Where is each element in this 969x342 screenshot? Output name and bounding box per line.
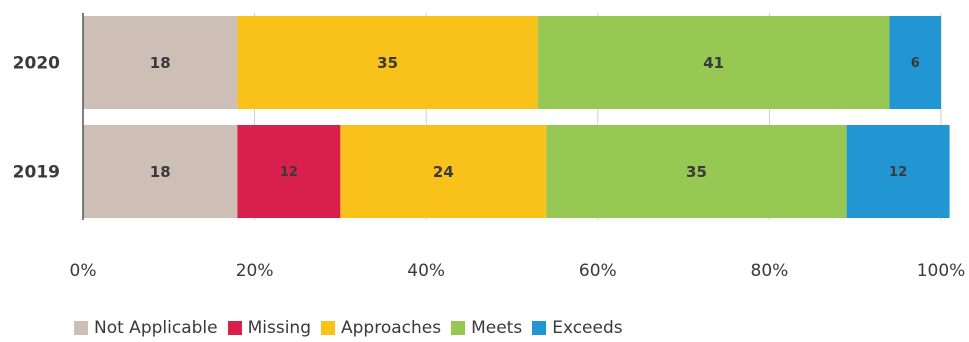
legend-label: Not Applicable	[94, 318, 218, 338]
x-tick-label: 60%	[579, 261, 617, 281]
legend-label: Approaches	[341, 318, 442, 338]
bar-segment	[237, 16, 538, 109]
data-label: 41	[703, 54, 724, 72]
x-tick-label: 40%	[407, 261, 445, 281]
data-label: 35	[686, 163, 707, 181]
legend-swatch	[451, 321, 466, 335]
legend-swatch	[321, 321, 335, 335]
legend-item: Exceeds	[532, 318, 623, 338]
legend-swatch	[227, 321, 242, 335]
bar-segment	[83, 16, 238, 109]
data-label: 24	[433, 163, 454, 181]
legend-label: Exceeds	[552, 318, 623, 338]
data-label: 12	[889, 165, 907, 180]
category-label: 2019	[13, 163, 60, 183]
category-labels: 2020 2019	[13, 54, 60, 183]
x-tick-label: 20%	[236, 261, 274, 281]
bar-segment	[889, 16, 941, 109]
x-tick-label: 100%	[917, 261, 966, 281]
legend-label: Meets	[471, 318, 523, 338]
legend-item: Missing	[227, 318, 311, 338]
data-label: 35	[377, 54, 398, 72]
data-label: 12	[280, 165, 298, 180]
legend-label: Missing	[247, 318, 311, 338]
bar-segment	[340, 125, 547, 218]
data-label: 18	[150, 54, 171, 72]
legend-item: Approaches	[321, 318, 441, 338]
data-label: 6	[911, 56, 920, 71]
bar-segment	[537, 16, 890, 109]
legend-item: Meets	[451, 318, 522, 338]
bar-segment	[546, 125, 847, 218]
data-label: 18	[150, 163, 171, 181]
bar-segment	[83, 125, 238, 218]
legend: Not Applicable Missing Approaches Meets Exce…	[74, 318, 633, 338]
legend-swatch	[74, 321, 88, 335]
legend-item: Not Applicable	[74, 318, 218, 338]
category-label: 2020	[13, 54, 60, 74]
x-tick-label: 0%	[70, 261, 97, 281]
bar-segment	[846, 125, 950, 218]
bars: 18 35 41 6 18 12 24 35 12	[83, 16, 950, 218]
bar-segment	[237, 125, 341, 218]
x-tick-labels: 0% 20% 40% 60% 80% 100%	[70, 261, 966, 281]
x-tick-label: 80%	[751, 261, 789, 281]
legend-swatch	[532, 321, 547, 335]
